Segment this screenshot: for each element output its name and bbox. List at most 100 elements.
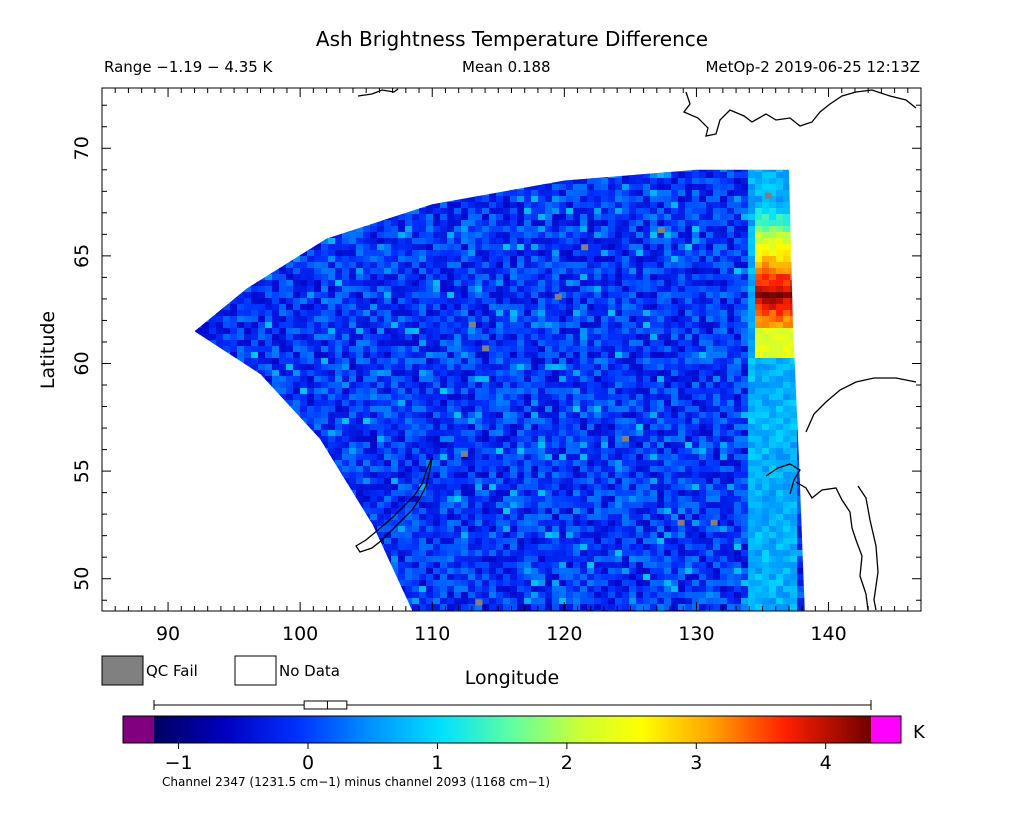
swath-pixel xyxy=(587,388,595,395)
swath-pixel xyxy=(706,190,714,197)
swath-pixel xyxy=(314,358,322,365)
swath-pixel xyxy=(531,256,539,263)
swath-pixel xyxy=(398,196,406,203)
swath-pixel xyxy=(622,334,630,341)
swath-pixel xyxy=(559,496,567,503)
swath-pixel xyxy=(202,220,210,227)
swath-pixel xyxy=(335,169,343,173)
swath-pixel xyxy=(755,490,763,497)
swath-pixel xyxy=(727,202,735,209)
swath-pixel xyxy=(489,430,497,437)
swath-pixel xyxy=(678,169,686,173)
swath-pixel xyxy=(279,322,287,329)
swath-pixel xyxy=(699,442,707,449)
swath-pixel xyxy=(762,274,770,281)
swath-pixel xyxy=(734,226,742,233)
swath-pixel xyxy=(755,478,763,485)
swath-pixel xyxy=(755,250,763,257)
swath-pixel xyxy=(503,382,511,389)
swath-pixel xyxy=(587,172,595,179)
swath-pixel xyxy=(804,169,805,173)
swath-pixel xyxy=(496,280,504,287)
swath-pixel xyxy=(804,466,805,473)
swath-pixel xyxy=(594,316,602,323)
swath-pixel xyxy=(769,292,777,299)
swath-pixel xyxy=(517,334,525,341)
swath-pixel xyxy=(314,238,322,245)
swath-pixel xyxy=(237,304,245,311)
swath-pixel xyxy=(755,172,763,179)
swath-pixel xyxy=(342,496,350,503)
swath-pixel xyxy=(727,160,734,166)
swath-pixel xyxy=(538,448,546,455)
swath-pixel xyxy=(531,460,539,467)
swath-pixel xyxy=(412,340,420,347)
swath-pixel xyxy=(300,442,308,449)
swath-pixel xyxy=(685,322,693,329)
swath-pixel xyxy=(587,226,595,233)
swath-pixel xyxy=(559,160,566,166)
swath-pixel xyxy=(699,160,706,166)
swath-pixel xyxy=(678,334,686,341)
swath-pixel xyxy=(489,376,497,383)
swath-pixel xyxy=(706,316,714,323)
swath-pixel xyxy=(748,334,756,341)
swath-pixel xyxy=(713,274,721,281)
swath-pixel xyxy=(475,244,483,251)
swath-pixel xyxy=(328,214,336,221)
swath-pixel xyxy=(671,160,678,166)
swath-pixel xyxy=(524,196,532,203)
swath-pixel xyxy=(356,262,364,269)
swath-pixel xyxy=(573,340,581,347)
swath-pixel xyxy=(468,226,476,233)
swath-pixel xyxy=(377,472,385,479)
swath-pixel xyxy=(237,256,245,263)
swath-pixel xyxy=(636,190,644,197)
swath-pixel xyxy=(552,190,560,197)
swath-pixel xyxy=(573,196,581,203)
swath-pixel xyxy=(433,250,441,257)
swath-pixel xyxy=(293,274,301,281)
swath-pixel xyxy=(741,460,749,467)
swath-pixel xyxy=(258,418,266,425)
swath-pixel xyxy=(636,250,644,257)
swath-pixel xyxy=(741,172,749,179)
swath-pixel xyxy=(678,316,686,323)
swath-pixel xyxy=(727,274,735,281)
swath-pixel xyxy=(335,190,343,197)
swath-pixel xyxy=(335,394,343,401)
swath-pixel xyxy=(538,388,546,395)
swath-pixel xyxy=(615,472,623,479)
swath-pixel xyxy=(272,484,280,491)
swath-pixel xyxy=(755,226,763,233)
swath-pixel xyxy=(783,454,791,461)
swath-pixel xyxy=(608,376,616,383)
swath-pixel xyxy=(545,436,553,443)
swath-pixel xyxy=(433,220,441,227)
swath-pixel xyxy=(468,262,476,269)
swath-pixel xyxy=(685,244,693,251)
swath-pixel xyxy=(671,262,679,269)
swath-pixel xyxy=(629,346,637,353)
swath-pixel xyxy=(608,418,616,425)
swath-pixel xyxy=(636,202,644,209)
swath-pixel xyxy=(433,424,441,431)
swath-pixel xyxy=(517,304,525,311)
swath-pixel xyxy=(265,226,273,233)
swath-pixel xyxy=(734,274,742,281)
swath-pixel xyxy=(335,316,343,323)
swath-pixel xyxy=(300,454,308,461)
swath-pixel xyxy=(727,169,735,173)
swath-pixel xyxy=(349,436,357,443)
swath-pixel xyxy=(615,424,623,431)
swath-pixel xyxy=(685,160,692,166)
swath-pixel xyxy=(377,172,385,179)
swath-pixel xyxy=(328,238,336,245)
swath-pixel xyxy=(713,262,721,269)
swath-pixel xyxy=(636,220,644,227)
swath-pixel xyxy=(447,310,455,317)
swath-pixel xyxy=(419,262,427,269)
swath-pixel xyxy=(790,160,797,166)
swath-pixel xyxy=(580,178,588,185)
swath-pixel xyxy=(580,196,588,203)
